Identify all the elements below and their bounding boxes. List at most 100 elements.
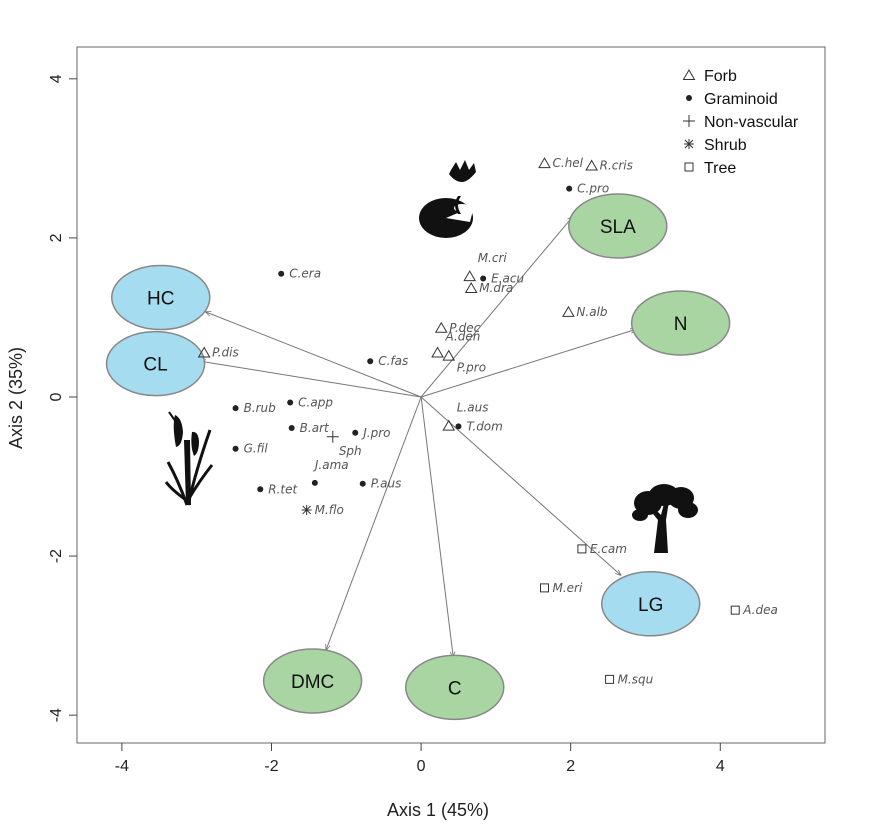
shrub-marker bbox=[301, 504, 312, 515]
species-label: C.app bbox=[298, 396, 333, 410]
species-label: P.pro bbox=[457, 361, 486, 375]
graminoid-marker bbox=[232, 405, 239, 412]
tree-marker bbox=[577, 544, 587, 554]
trait-label: DMC bbox=[291, 672, 334, 693]
trait-label: HC bbox=[147, 289, 174, 310]
tree-marker bbox=[684, 162, 694, 172]
trait-arrow-n bbox=[420, 329, 636, 398]
species-e-acu: E.acu bbox=[480, 271, 525, 285]
graminoid-marker bbox=[566, 185, 573, 192]
trait-label: LG bbox=[638, 595, 663, 616]
species-c-era: C.era bbox=[278, 267, 321, 281]
shrub-marker bbox=[684, 139, 694, 149]
x-tick-label: 2 bbox=[566, 758, 575, 775]
x-tick-label: 0 bbox=[417, 758, 426, 775]
y-tick-label: 2 bbox=[48, 233, 65, 242]
legend-label: Shrub bbox=[704, 137, 747, 154]
trait-ellipse bbox=[105, 330, 206, 397]
species-m-squ: M.squ bbox=[605, 672, 654, 686]
trait-label: SLA bbox=[600, 217, 636, 238]
species-p-dis: P.dis bbox=[197, 345, 239, 359]
x-axis-title: Axis 1 (45%) bbox=[387, 800, 489, 820]
legend-item-graminoid: Graminoid bbox=[686, 91, 778, 108]
trait-ellipses: SLA N HC CL LG DMC C bbox=[105, 193, 731, 721]
trait-ellipse bbox=[600, 571, 701, 637]
trait-arrow-c bbox=[420, 396, 453, 657]
species-label: B.rub bbox=[244, 401, 277, 415]
tree-marker bbox=[730, 605, 740, 615]
legend-item-non-vascular: Non-vascular bbox=[683, 114, 799, 131]
graminoid-marker bbox=[359, 480, 366, 487]
legend-item-forb: Forb bbox=[682, 68, 737, 85]
graminoid-marker bbox=[287, 399, 294, 406]
species-label: C.era bbox=[289, 267, 321, 281]
species-label: A.den bbox=[445, 329, 481, 343]
legend-item-shrub: Shrub bbox=[684, 137, 747, 154]
species-label: R.tet bbox=[268, 482, 298, 496]
species-c-app: C.app bbox=[287, 396, 333, 410]
x-tick-label: -4 bbox=[115, 758, 129, 775]
species-label: N.alb bbox=[576, 305, 607, 319]
graminoid-marker bbox=[352, 429, 359, 436]
y-axis: -4 -2 0 2 4 bbox=[48, 74, 77, 722]
tree-marker bbox=[605, 674, 615, 684]
species-t-dom: T.dom bbox=[455, 419, 503, 433]
species-b-rub: B.rub bbox=[232, 401, 277, 415]
forb-marker bbox=[197, 346, 211, 358]
forb-marker bbox=[538, 157, 551, 169]
trait-sla: SLA bbox=[568, 193, 668, 259]
species-j-pro: J.pro bbox=[352, 426, 391, 440]
y-tick-label: -4 bbox=[48, 708, 65, 722]
y-tick-label: 0 bbox=[48, 392, 65, 401]
trait-hc: HC bbox=[111, 264, 211, 331]
graminoid-marker bbox=[288, 425, 295, 432]
species-sph: Sph bbox=[326, 430, 362, 458]
x-tick-label: -2 bbox=[264, 758, 278, 775]
forb-marker bbox=[585, 159, 598, 171]
trait-n: N bbox=[630, 290, 731, 356]
legend-label: Non-vascular bbox=[704, 114, 799, 131]
species-label: A.dea bbox=[742, 603, 778, 617]
species-a-den: A.den bbox=[431, 329, 481, 358]
species-m-dra: M.dra bbox=[464, 281, 513, 295]
species-j-ama: J.ama bbox=[311, 458, 349, 486]
forb-marker bbox=[434, 321, 448, 333]
species-p-aus: P.aus bbox=[359, 477, 402, 491]
species-c-hel: C.hel bbox=[538, 156, 584, 170]
species-label: M.flo bbox=[315, 503, 344, 517]
species-label: C.hel bbox=[553, 156, 584, 170]
species-r-tet: R.tet bbox=[257, 482, 299, 496]
species-m-cri: M.cri bbox=[463, 251, 507, 282]
forb-marker bbox=[562, 305, 575, 317]
forb-marker bbox=[463, 270, 477, 282]
species-label: T.dom bbox=[466, 419, 502, 433]
forb-marker bbox=[431, 346, 444, 358]
trait-ellipse bbox=[568, 193, 668, 259]
species-label: M.dra bbox=[479, 281, 513, 295]
trait-arrow-hc bbox=[206, 312, 422, 398]
trait-dmc: DMC bbox=[262, 648, 363, 714]
species-label: P.dis bbox=[212, 345, 239, 359]
species-label: B.art bbox=[300, 421, 330, 435]
species-p-pro: P.pro bbox=[442, 349, 486, 375]
trait-arrow-lg bbox=[420, 396, 621, 575]
graminoid-marker bbox=[278, 270, 285, 277]
species-label: P.aus bbox=[371, 477, 402, 491]
trait-arrows bbox=[200, 216, 635, 657]
species-label: R.cris bbox=[600, 159, 633, 173]
trait-c: C bbox=[404, 654, 505, 721]
trait-arrow-cl bbox=[200, 361, 422, 398]
trait-label: CL bbox=[143, 355, 167, 376]
species-m-eri: M.eri bbox=[540, 581, 583, 595]
graminoid-marker bbox=[480, 275, 487, 282]
trait-cl: CL bbox=[105, 330, 206, 397]
species-label: G.fil bbox=[244, 442, 269, 456]
species-label: P.dec bbox=[449, 321, 480, 335]
x-axis: -4 -2 0 2 4 bbox=[115, 743, 725, 775]
y-tick-label: 4 bbox=[48, 74, 65, 83]
species-a-dea: A.dea bbox=[730, 603, 778, 617]
species-g-fil: G.fil bbox=[232, 442, 269, 456]
graminoid-marker bbox=[686, 95, 692, 101]
species-b-art: B.art bbox=[288, 421, 330, 435]
